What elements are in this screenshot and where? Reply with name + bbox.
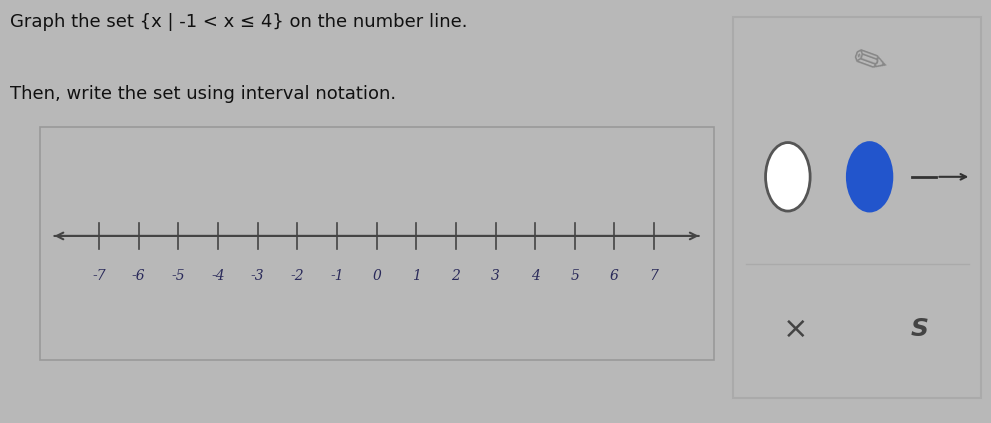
Text: -5: -5 (171, 269, 185, 283)
Text: Graph the set {x | -1 < x ≤ 4} on the number line.: Graph the set {x | -1 < x ≤ 4} on the nu… (10, 13, 468, 31)
Text: 5: 5 (571, 269, 579, 283)
Text: 0: 0 (373, 269, 381, 283)
Text: -7: -7 (92, 269, 106, 283)
Text: S: S (910, 317, 929, 341)
Text: -4: -4 (211, 269, 225, 283)
Text: 7: 7 (650, 269, 658, 283)
Text: -2: -2 (290, 269, 304, 283)
Text: ✏: ✏ (846, 37, 893, 88)
Text: 6: 6 (610, 269, 618, 283)
Text: -1: -1 (330, 269, 344, 283)
Circle shape (847, 143, 892, 211)
Text: ×: × (783, 315, 808, 343)
Text: Then, write the set using interval notation.: Then, write the set using interval notat… (10, 85, 396, 103)
Text: 4: 4 (531, 269, 539, 283)
Text: 1: 1 (412, 269, 420, 283)
Text: -6: -6 (132, 269, 146, 283)
Text: 3: 3 (492, 269, 499, 283)
Text: -3: -3 (251, 269, 265, 283)
Circle shape (766, 143, 811, 211)
Text: 2: 2 (452, 269, 460, 283)
